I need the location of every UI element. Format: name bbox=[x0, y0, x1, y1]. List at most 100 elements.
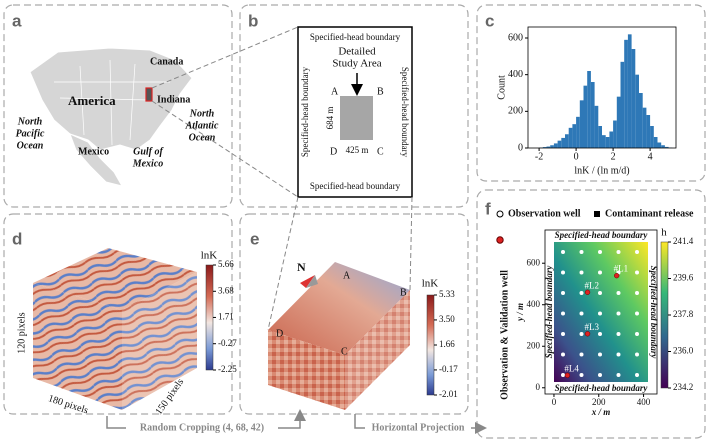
legend-symbol bbox=[496, 236, 504, 244]
corner-label: A bbox=[331, 86, 339, 97]
cube-side bbox=[122, 272, 197, 410]
study-area bbox=[340, 96, 373, 140]
y-tick-label: 400 bbox=[508, 69, 523, 80]
legend-label: Contaminant release bbox=[605, 208, 694, 219]
y-tick-label: 600 bbox=[527, 257, 541, 267]
colorbar-title: lnK bbox=[201, 250, 218, 262]
x-tick-label: 200 bbox=[592, 397, 606, 407]
bar bbox=[576, 116, 580, 148]
map-label: North bbox=[189, 108, 215, 119]
observation-well bbox=[616, 373, 621, 377]
bar bbox=[616, 96, 621, 148]
y-tick-label: 0 bbox=[536, 382, 541, 392]
boundary-label: Specified-head boundary bbox=[544, 265, 554, 359]
indiana-marker bbox=[145, 87, 153, 102]
well-label: #L3 bbox=[585, 322, 600, 332]
bar bbox=[605, 137, 610, 148]
validation-well bbox=[614, 273, 620, 279]
colorbar-tick-label: 3.68 bbox=[218, 285, 234, 295]
corner-label: A bbox=[343, 270, 351, 281]
bar bbox=[598, 126, 602, 148]
map-borders bbox=[54, 59, 170, 146]
x-tick-label: -2 bbox=[535, 151, 543, 162]
bar bbox=[557, 140, 562, 148]
observation-well bbox=[579, 291, 584, 295]
observation-well bbox=[598, 373, 602, 377]
observation-well bbox=[561, 250, 565, 254]
colorbar bbox=[426, 294, 435, 396]
bar bbox=[613, 120, 617, 148]
bar bbox=[646, 115, 651, 148]
y-axis-label: Count bbox=[496, 75, 507, 100]
bar bbox=[553, 143, 558, 148]
colorbar-title: lnK bbox=[422, 278, 439, 290]
map-label: Ocean bbox=[189, 132, 216, 143]
corner-label: B bbox=[400, 287, 407, 298]
bar bbox=[587, 71, 591, 148]
map-label: Ocean bbox=[17, 140, 44, 151]
well-label: #L4 bbox=[564, 363, 579, 373]
bar bbox=[542, 147, 547, 148]
x-axis-label: x / m bbox=[591, 407, 611, 417]
panel-label: a bbox=[12, 11, 22, 30]
arrow-label: Horizontal Projection bbox=[372, 422, 465, 433]
bar bbox=[624, 39, 628, 149]
boundary-label: Specified-head boundary bbox=[400, 67, 410, 158]
bar bbox=[664, 146, 669, 148]
observation-well bbox=[561, 373, 565, 377]
well-label: #L2 bbox=[585, 280, 600, 290]
cube-front bbox=[268, 330, 345, 410]
north-arrow bbox=[300, 275, 315, 288]
colorbar-tick-label: 1.71 bbox=[218, 311, 234, 321]
bar bbox=[627, 34, 632, 149]
panel-frame bbox=[239, 4, 469, 208]
colorbar-tick-label: 236.0 bbox=[673, 346, 694, 356]
boundary-label: Specified-head boundary bbox=[310, 32, 401, 42]
observation-well bbox=[616, 250, 621, 254]
boundary-label: Specified-head boundary bbox=[555, 383, 649, 393]
colorbar bbox=[205, 264, 214, 371]
y-tick-label: 400 bbox=[527, 299, 541, 309]
bar bbox=[661, 145, 665, 148]
study-title: Study Area bbox=[332, 58, 381, 70]
legend-symbol bbox=[496, 210, 504, 218]
x-axis-label: lnK / (ln m/d) bbox=[574, 165, 629, 176]
observation-well bbox=[635, 311, 639, 316]
map-label: Indiana bbox=[157, 94, 190, 105]
study-title: Detailed bbox=[338, 46, 376, 58]
corner-label: B bbox=[377, 86, 384, 97]
label-bg bbox=[365, 421, 471, 435]
observation-well bbox=[579, 311, 584, 316]
x-tick-label: 2 bbox=[611, 151, 616, 162]
colorbar-tick-label: -0.17 bbox=[439, 364, 458, 374]
y-tick-label: 200 bbox=[508, 106, 523, 117]
panel-frame bbox=[3, 4, 233, 208]
bar bbox=[635, 74, 639, 148]
x-tick-label: 400 bbox=[637, 397, 651, 407]
map-label: Canada bbox=[150, 56, 183, 67]
observation-well bbox=[616, 311, 621, 316]
cube-top bbox=[268, 262, 410, 355]
observation-well bbox=[579, 332, 584, 336]
x-tick-label: 0 bbox=[552, 397, 557, 407]
connector bbox=[151, 26, 299, 89]
corner-label: D bbox=[330, 146, 337, 157]
cube-side bbox=[345, 290, 410, 410]
legend-label: Observation & Validation well bbox=[499, 270, 510, 400]
bar bbox=[653, 137, 658, 148]
dimension-label: 180 pixels bbox=[47, 393, 90, 416]
observation-well bbox=[579, 250, 584, 254]
map-land bbox=[69, 133, 124, 187]
colorbar-tick-label: 234.2 bbox=[673, 382, 693, 392]
map-label: North bbox=[17, 116, 43, 127]
boundary-label: Specified-head boundary bbox=[555, 230, 649, 240]
colorbar-tick-label: 3.50 bbox=[439, 314, 455, 324]
y-axis-label: y / m bbox=[515, 303, 525, 322]
observation-well bbox=[616, 332, 621, 336]
panel-label: e bbox=[250, 229, 259, 248]
bar bbox=[650, 126, 654, 148]
colorbar-tick-label: -2.25 bbox=[218, 364, 237, 374]
observation-well bbox=[579, 270, 584, 275]
observation-well bbox=[561, 332, 565, 336]
